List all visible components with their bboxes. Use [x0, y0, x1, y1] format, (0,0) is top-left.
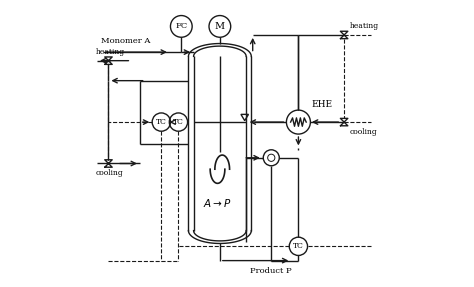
Text: cooling: cooling: [350, 128, 378, 136]
Text: cooling: cooling: [96, 169, 123, 177]
Text: TC: TC: [293, 242, 304, 250]
Text: $A \rightarrow P$: $A \rightarrow P$: [203, 197, 231, 210]
Text: TC: TC: [156, 118, 167, 126]
Text: heating: heating: [96, 48, 125, 55]
Text: Monomer A: Monomer A: [101, 37, 151, 45]
Text: heating: heating: [350, 22, 379, 30]
Text: TC: TC: [173, 118, 184, 126]
Text: FC: FC: [175, 22, 187, 30]
Text: Product P: Product P: [250, 267, 292, 275]
Text: M: M: [215, 22, 225, 31]
Text: EHE: EHE: [312, 100, 333, 109]
